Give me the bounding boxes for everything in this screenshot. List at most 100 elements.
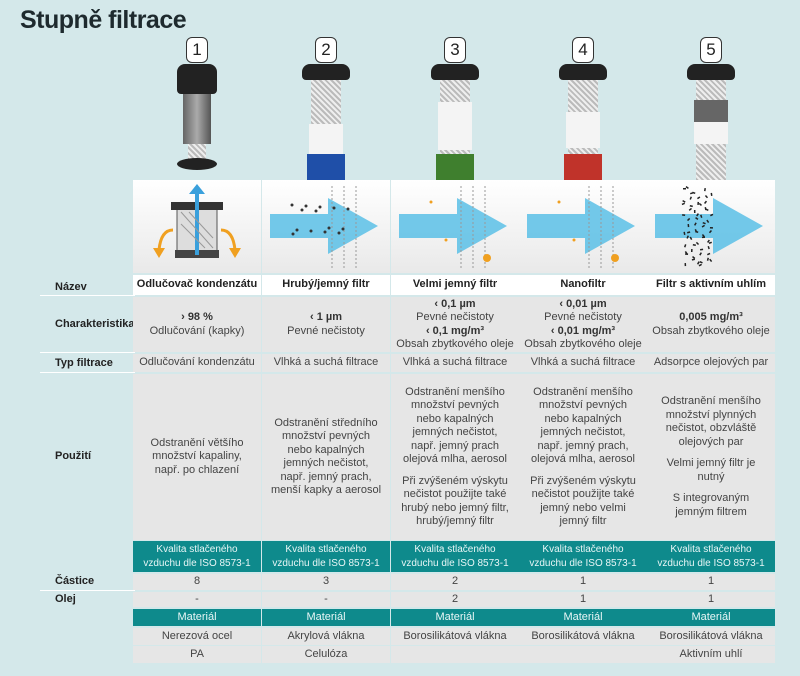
page-title: Stupně filtrace (20, 6, 187, 34)
name-text: Filtr s aktivním uhlím (655, 278, 767, 291)
cell-pouziti: Odstranění menšího množství plynných neč… (647, 374, 775, 540)
label-castice: Částice (55, 575, 95, 587)
cell-material-header: Materiál (391, 609, 519, 626)
characteristic-text: Obsah zbytkového oleje (652, 324, 770, 337)
cell-name: Nanofiltr (519, 275, 647, 295)
castice-text: 2 (451, 575, 459, 588)
characteristic-text: ‹ 0,01 mg/m³ (550, 324, 616, 337)
material-header-text: Materiál (435, 610, 475, 623)
characteristic-text: › 98 % (181, 311, 213, 323)
cell-kvalita: Kvalita stlačeného vzduchu dle ISO 8573-… (391, 541, 519, 572)
cell-name: Velmi jemný filtr (391, 275, 519, 295)
label-nazev: Název (55, 281, 87, 293)
material-header-text: Materiál (177, 610, 217, 623)
filter-cartridge-image (301, 62, 351, 180)
material-0-text: Borosilikátová vlákna (531, 629, 635, 642)
characteristic-text: ‹ 1 µm (309, 311, 342, 323)
cell-material-1: Celulóza (262, 646, 390, 663)
characteristic-text: Pevné nečistoty (287, 324, 365, 337)
cell-typ: Vlhká a suchá filtrace (519, 354, 647, 372)
filtration-diagram (133, 180, 261, 273)
cell-pouziti: Odstranění středního množství pevných ne… (262, 374, 390, 540)
cell-name: Hrubý/jemný filtr (262, 275, 390, 295)
characteristic-text: ‹ 0,01 µm (559, 297, 607, 310)
usage-text: Velmi jemný filtr je nutný (666, 457, 756, 483)
filtration-diagram (519, 180, 647, 273)
usage-text: Odstranění menšího množství pevných nebo… (531, 385, 635, 466)
material-0-text: Borosilikátová vlákna (659, 629, 763, 642)
typ-text: Vlhká a suchá filtrace (273, 356, 379, 369)
characteristic-text: ‹ 0,1 µm (434, 297, 476, 310)
usage-text: Odstranění menšího množství pevných nebo… (403, 385, 507, 466)
stage-number-badge: 2 (315, 37, 337, 63)
usage-text: Odstranění většího množství kapaliny, na… (150, 436, 244, 476)
material-0-text: Borosilikátová vlákna (403, 629, 507, 642)
cell-material-0: Akrylová vlákna (262, 628, 390, 645)
cell-castice: 8 (133, 574, 261, 590)
cell-char: ‹ 1 µm Pevné nečistoty (262, 297, 390, 352)
material-1-text: PA (190, 647, 204, 660)
divider (40, 352, 135, 353)
cell-name: Filtr s aktivním uhlím (647, 275, 775, 295)
label-pouziti: Použití (55, 450, 92, 462)
olej-text: - (195, 592, 199, 605)
cell-olej: 2 (391, 592, 519, 607)
filtration-diagram (262, 180, 390, 273)
name-text: Hrubý/jemný filtr (282, 278, 370, 291)
cell-material-0: Nerezová ocel (133, 628, 261, 645)
typ-text: Vlhká a suchá filtrace (402, 356, 508, 369)
cell-olej: 1 (519, 592, 647, 607)
kvalita-text: Kvalita stlačeného vzduchu dle ISO 8573-… (657, 543, 765, 569)
cell-material-header: Materiál (262, 609, 390, 626)
cell-pouziti: Odstranění menšího množství pevných nebo… (391, 374, 519, 540)
kvalita-text: Kvalita stlačeného vzduchu dle ISO 8573-… (143, 543, 251, 569)
cell-typ: Vlhká a suchá filtrace (262, 354, 390, 372)
characteristic-text: Odlučování (kapky) (149, 324, 245, 337)
cell-pouziti: Odstranění většího množství kapaliny, na… (133, 374, 261, 540)
name-text: Velmi jemný filtr (412, 278, 498, 291)
cell-kvalita: Kvalita stlačeného vzduchu dle ISO 8573-… (519, 541, 647, 572)
cell-material-header: Materiál (133, 609, 261, 626)
cell-material-1 (519, 646, 647, 663)
filter-cartridge-image (558, 62, 608, 180)
usage-text: Při zvýšeném výskytu nečistot použijte t… (530, 474, 636, 528)
cell-material-1: Aktivním uhlí (647, 646, 775, 663)
material-header-text: Materiál (306, 610, 346, 623)
label-olej: Olej (55, 593, 76, 605)
cell-kvalita: Kvalita stlačeného vzduchu dle ISO 8573-… (133, 541, 261, 572)
cell-material-header: Materiál (519, 609, 647, 626)
material-0-text: Akrylová vlákna (287, 629, 365, 642)
usage-text: S integrovaným jemným filtrem (672, 492, 750, 518)
divider (40, 590, 135, 591)
olej-text: 1 (579, 592, 587, 605)
filter-cartridge-image (172, 62, 222, 180)
typ-text: Adsorpce olejových par (653, 356, 769, 369)
cell-castice: 2 (391, 574, 519, 590)
material-header-text: Materiál (691, 610, 731, 623)
cell-material-1: PA (133, 646, 261, 663)
cell-char: ‹ 0,01 µm Pevné nečistoty ‹ 0,01 mg/m³ Obsa… (519, 297, 647, 352)
divider (40, 372, 135, 373)
usage-text: Odstranění menšího množství plynných neč… (661, 395, 761, 448)
cell-char: › 98 % Odlučování (kapky) (133, 297, 261, 352)
filtration-diagram (647, 180, 775, 273)
castice-text: 3 (322, 575, 330, 588)
name-text: Odlučovač kondenzátu (136, 278, 258, 291)
castice-text: 1 (707, 575, 715, 588)
cell-castice: 1 (519, 574, 647, 590)
cell-material-0: Borosilikátová vlákna (647, 628, 775, 645)
cell-material-0: Borosilikátová vlákna (519, 628, 647, 645)
stage-number-badge: 4 (572, 37, 594, 63)
cell-typ: Adsorpce olejových par (647, 354, 775, 372)
cell-kvalita: Kvalita stlačeného vzduchu dle ISO 8573-… (647, 541, 775, 572)
characteristic-text: Pevné nečistoty (544, 311, 622, 323)
kvalita-text: Kvalita stlačeného vzduchu dle ISO 8573-… (272, 543, 380, 569)
name-text: Nanofiltr (560, 278, 606, 291)
typ-text: Odlučování kondenzátu (139, 356, 255, 369)
characteristic-text: ‹ 0,1 mg/m³ (425, 324, 485, 337)
typ-text: Vlhká a suchá filtrace (530, 356, 636, 369)
castice-text: 8 (193, 575, 201, 588)
stage-number-badge: 1 (186, 37, 208, 63)
cell-material-1 (391, 646, 519, 663)
divider (40, 295, 135, 296)
